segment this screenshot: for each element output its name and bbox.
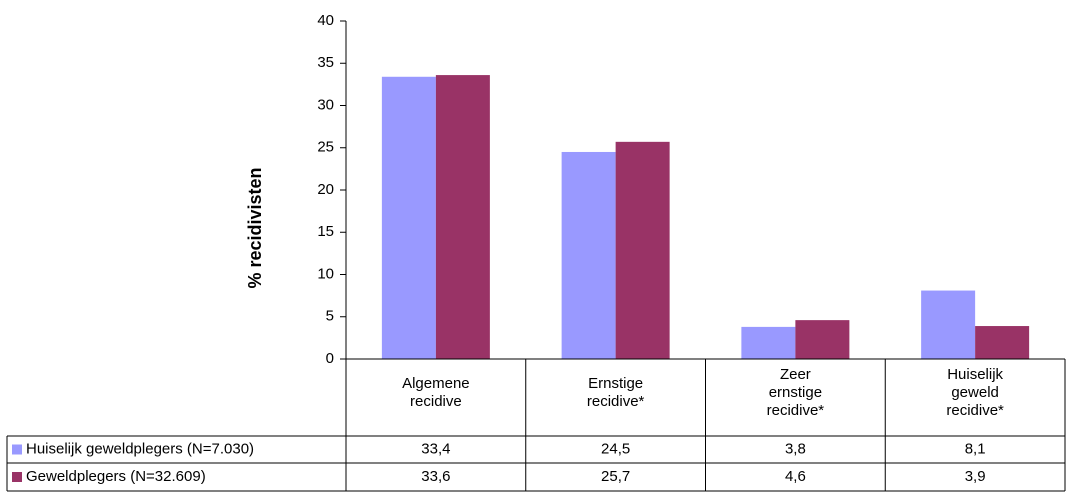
y-axis-label: % recidivisten (245, 167, 265, 288)
data-cell-series1-cat1: 33,4 (421, 440, 450, 457)
legend-label-series2: Geweldplegers (N=32.609) (26, 468, 206, 485)
category-label-3-line-3: recidive* (767, 402, 825, 419)
y-tick-label-40: 40 (317, 12, 334, 29)
y-tick-label-5: 5 (326, 308, 334, 325)
bar-series2-cat1 (435, 75, 490, 359)
y-tick-label-30: 30 (317, 96, 334, 113)
bar-series2-cat3 (795, 320, 850, 359)
y-tick-label-35: 35 (317, 54, 334, 71)
category-label-3-line-2: ernstige (769, 384, 822, 401)
bars-layer (381, 75, 1030, 360)
bar-series1-cat1 (381, 76, 436, 360)
y-tick-label-20: 20 (317, 181, 334, 198)
bar-series1-cat4 (921, 290, 976, 359)
category-label-1-line-1: Algemene (402, 375, 470, 392)
legend-swatch-series2 (12, 472, 22, 482)
y-tick-label-0: 0 (326, 350, 334, 367)
data-cell-series2-cat3: 4,6 (785, 468, 806, 485)
category-label-3-line-1: Zeer (780, 366, 811, 383)
category-label-2-line-1: Ernstige (588, 375, 643, 392)
legend-label-series1: Huiselijk geweldplegers (N=7.030) (26, 440, 254, 457)
axes-layer: 0 5 10 15 20 25 30 35 40 (317, 12, 347, 367)
category-label-4-line-1: Huiselijk (947, 366, 1003, 383)
y-tick-label-10: 10 (317, 265, 334, 282)
y-tick-label-25: 25 (317, 139, 334, 156)
data-cell-series1-cat2: 24,5 (601, 440, 630, 457)
bar-series2-cat2 (615, 141, 670, 359)
legend-swatch-series1 (12, 444, 22, 455)
data-cell-series1-cat3: 3,8 (785, 440, 806, 457)
data-cell-series2-cat4: 3,9 (965, 468, 986, 485)
bar-series1-cat2 (561, 151, 616, 359)
category-label-4-line-3: recidive* (946, 402, 1004, 419)
y-tick-label-15: 15 (317, 223, 334, 240)
data-cell-series1-cat4: 8,1 (965, 440, 986, 457)
bar-series1-cat3 (741, 326, 796, 359)
data-cell-series2-cat1: 33,6 (421, 468, 450, 485)
category-label-1-line-2: recidive (410, 393, 462, 410)
category-label-2-line-2: recidive* (587, 393, 645, 410)
category-label-4-line-2: geweld (951, 384, 999, 401)
data-table: AlgemenerecidiveErnstigerecidive*Zeerern… (6, 358, 1066, 492)
data-cell-series2-cat2: 25,7 (601, 468, 630, 485)
bar-series2-cat4 (975, 326, 1030, 359)
